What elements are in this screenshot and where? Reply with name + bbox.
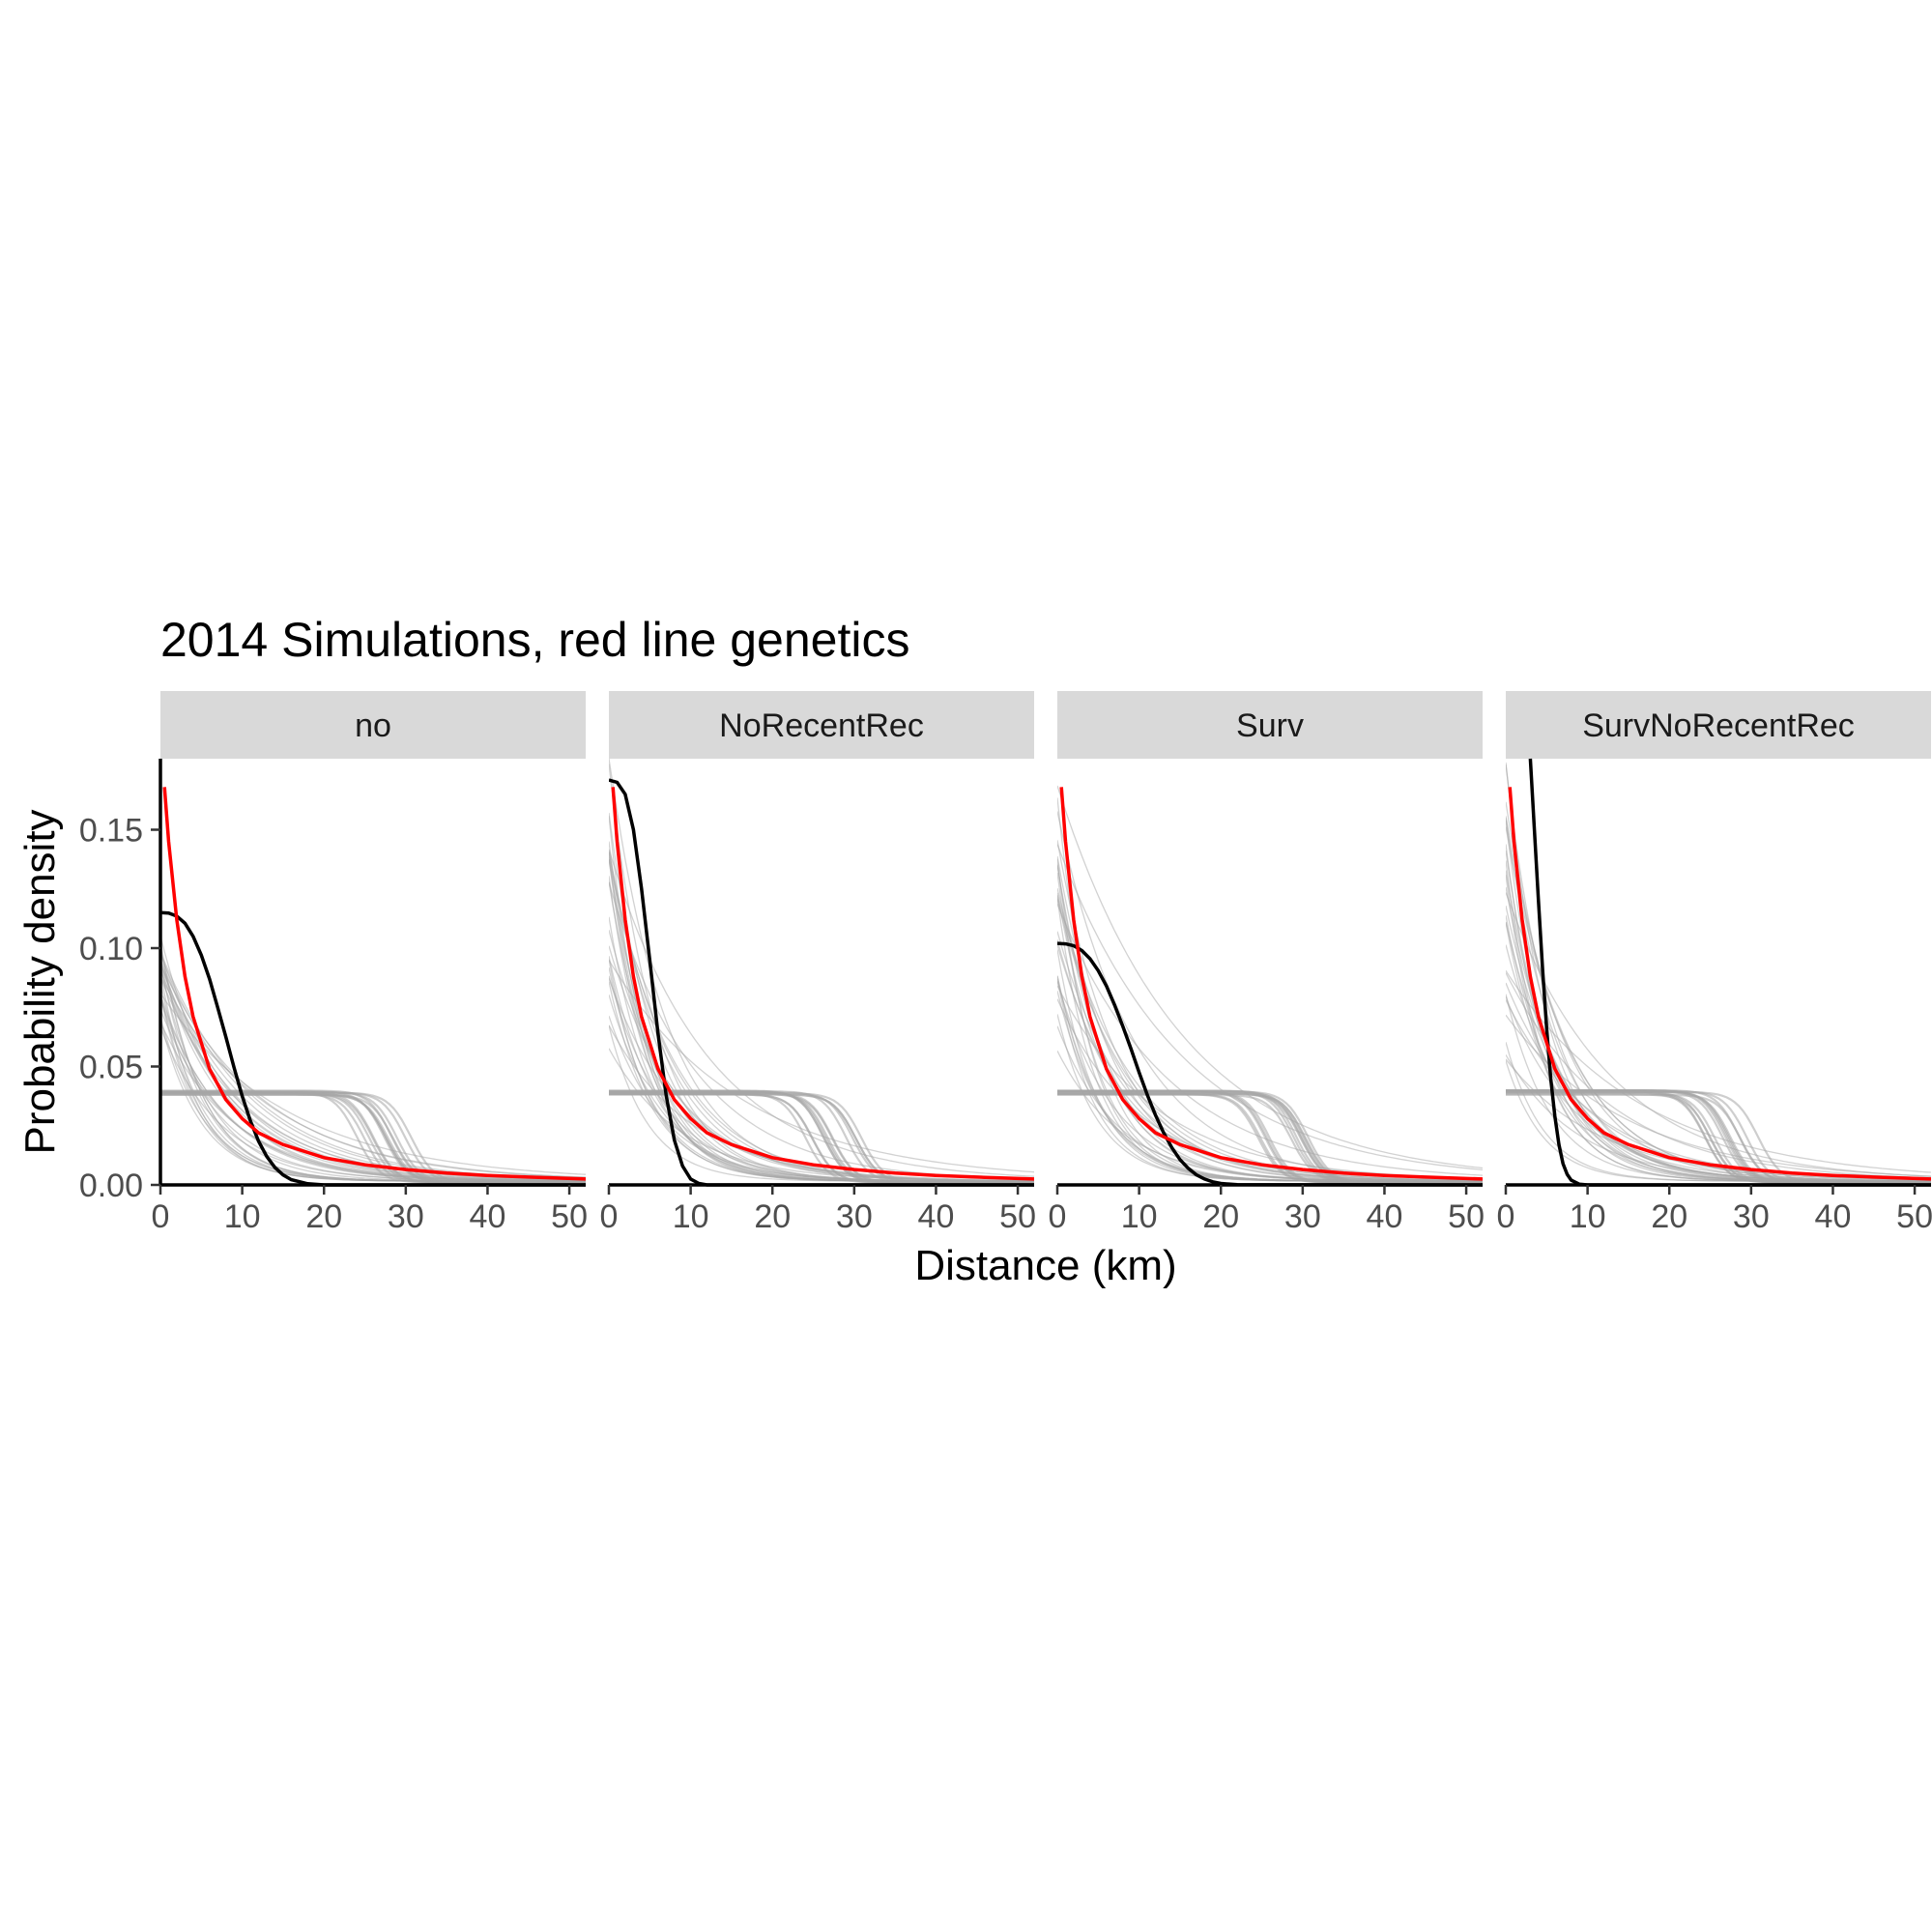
chart-title: 2014 Simulations, red line genetics bbox=[160, 613, 909, 667]
x-tick-label: 0 bbox=[600, 1198, 619, 1235]
sim-plateau-curve bbox=[609, 1092, 1034, 1184]
sim-curve bbox=[1057, 811, 1483, 1181]
x-tick-label: 40 bbox=[1815, 1198, 1852, 1235]
sim-curve bbox=[1506, 860, 1931, 1182]
sim-plateau-curve bbox=[1506, 1090, 1931, 1184]
sim-curve bbox=[609, 849, 1034, 1177]
y-tick-label: 0.00 bbox=[79, 1168, 143, 1204]
panels-layer: no 0 10 20 30 40 50 NoRecentRec 0 10 20 30 40 50 Surv 0… bbox=[152, 691, 1932, 1235]
x-tick-label: 20 bbox=[1651, 1198, 1687, 1235]
x-tick-label: 40 bbox=[1367, 1198, 1403, 1235]
fit-curve bbox=[160, 910, 586, 1187]
x-tick-label: 0 bbox=[1497, 1198, 1515, 1235]
sim-curve bbox=[609, 960, 1034, 1173]
x-tick-label: 50 bbox=[999, 1198, 1036, 1235]
x-tick-label: 0 bbox=[1049, 1198, 1067, 1235]
panel-plot-area bbox=[1506, 758, 1931, 1187]
x-tick-label: 0 bbox=[152, 1198, 170, 1235]
y-axis-title: Probability density bbox=[16, 809, 64, 1154]
x-tick-label: 30 bbox=[388, 1198, 424, 1235]
sim-curve bbox=[609, 966, 1034, 1182]
x-tick-label: 30 bbox=[1733, 1198, 1770, 1235]
x-tick-label: 40 bbox=[918, 1198, 955, 1235]
sim-plateau-curve bbox=[1057, 1093, 1483, 1184]
sim-curve bbox=[1506, 870, 1931, 1182]
sim-curve bbox=[1057, 978, 1483, 1182]
x-tick-label: 10 bbox=[1570, 1198, 1606, 1235]
fit-curve bbox=[1057, 941, 1483, 1187]
x-tick-label: 20 bbox=[1202, 1198, 1239, 1235]
sim-curve bbox=[1057, 785, 1483, 1169]
facet-strip-label: NoRecentRec bbox=[719, 707, 924, 744]
x-tick-label: 30 bbox=[1284, 1198, 1321, 1235]
x-tick-label: 50 bbox=[1896, 1198, 1932, 1235]
sim-curve bbox=[1057, 840, 1483, 1182]
x-tick-label: 40 bbox=[470, 1198, 506, 1235]
genetics-curve bbox=[162, 787, 586, 1181]
x-tick-label: 50 bbox=[551, 1198, 588, 1235]
facet-strip bbox=[160, 691, 586, 759]
sim-curve bbox=[160, 997, 586, 1182]
genetics-curve bbox=[611, 787, 1034, 1181]
y-axis: 0.00 0.05 0.10 0.15 bbox=[79, 759, 162, 1204]
facet-strip bbox=[609, 691, 1034, 759]
sim-curve bbox=[160, 976, 586, 1178]
genetics-curve bbox=[1508, 787, 1931, 1181]
sim-curve bbox=[160, 968, 586, 1182]
sim-curve bbox=[1057, 892, 1483, 1182]
genetics-curve bbox=[1059, 787, 1483, 1181]
x-tick-label: 20 bbox=[754, 1198, 791, 1235]
sim-curve bbox=[609, 916, 1034, 1182]
x-tick-label: 20 bbox=[305, 1198, 342, 1235]
sim-curve bbox=[1506, 892, 1931, 1177]
sim-curve bbox=[1506, 844, 1931, 1182]
y-tick-label: 0.10 bbox=[79, 931, 143, 967]
sim-curve bbox=[1506, 851, 1931, 1182]
sim-curve bbox=[609, 1025, 1034, 1182]
sim-curve bbox=[160, 995, 586, 1182]
y-tick-label: 0.15 bbox=[79, 813, 143, 850]
x-tick-label: 10 bbox=[673, 1198, 709, 1235]
x-axis-title: Distance (km) bbox=[914, 1242, 1176, 1289]
facet-panel-survnorecentrec: SurvNoRecentRec 0 10 20 30 40 50 bbox=[1497, 691, 1932, 1235]
sim-curve bbox=[1057, 844, 1483, 1171]
facet-panel-norecentrec: NoRecentRec 0 10 20 30 40 50 bbox=[600, 691, 1036, 1235]
x-tick-label: 10 bbox=[224, 1198, 261, 1235]
x-tick-label: 10 bbox=[1121, 1198, 1158, 1235]
sim-curve bbox=[160, 977, 586, 1181]
fit-curve bbox=[609, 778, 1034, 1187]
sim-curve bbox=[609, 1024, 1034, 1182]
panel-plot-area bbox=[609, 758, 1034, 1187]
facet-strip-label: SurvNoRecentRec bbox=[1582, 707, 1855, 744]
sim-plateau-curve bbox=[160, 1093, 586, 1184]
facet-panel-no: no 0 10 20 30 40 50 bbox=[152, 691, 588, 1235]
sim-curve bbox=[1506, 906, 1931, 1182]
facet-strip-label: Surv bbox=[1236, 707, 1304, 744]
x-tick-label: 50 bbox=[1448, 1198, 1485, 1235]
facet-strip bbox=[1057, 691, 1483, 759]
panel-plot-area bbox=[160, 787, 586, 1187]
x-tick-label: 30 bbox=[836, 1198, 873, 1235]
sim-curve bbox=[609, 930, 1034, 1182]
panel-plot-area bbox=[1057, 785, 1483, 1187]
sim-curve bbox=[609, 764, 1034, 1182]
facet-strip-label: no bbox=[355, 707, 391, 744]
sim-curve bbox=[1506, 1058, 1931, 1181]
facet-strip bbox=[1506, 691, 1931, 759]
y-tick-label: 0.05 bbox=[79, 1050, 143, 1086]
sim-curve bbox=[1506, 969, 1931, 1173]
sim-curve bbox=[160, 966, 586, 1182]
sim-curve bbox=[1506, 875, 1931, 1182]
sim-curve bbox=[1506, 816, 1931, 1182]
facet-panel-surv: Surv 0 10 20 30 40 50 bbox=[1049, 691, 1485, 1235]
